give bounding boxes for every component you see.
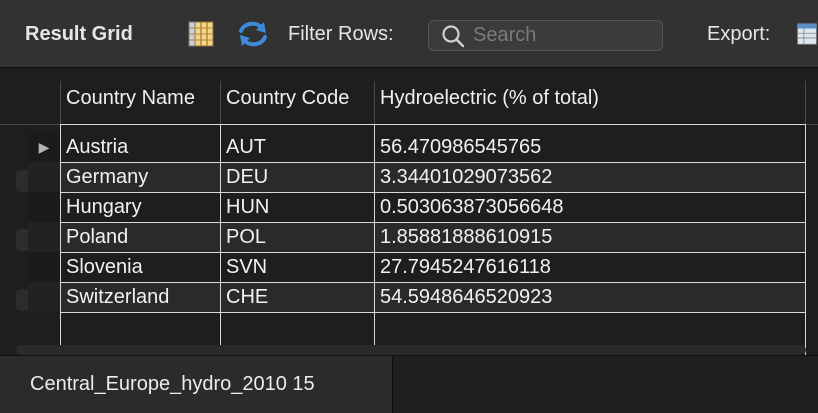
row-selector[interactable]: ▶ bbox=[28, 132, 60, 162]
export-label: Export: bbox=[707, 22, 771, 45]
cell-hydroelectric[interactable]: 27.7945247616118 bbox=[380, 255, 551, 278]
cell-country-code[interactable]: POL bbox=[226, 225, 267, 248]
cell-country-code[interactable]: SVN bbox=[226, 255, 268, 278]
grid-line bbox=[61, 282, 805, 283]
grid-line bbox=[61, 222, 805, 223]
cell-hydroelectric[interactable]: 54.5948646520923 bbox=[380, 285, 553, 308]
cell-hydroelectric[interactable]: 56.470986545765 bbox=[380, 135, 542, 158]
cell-hydroelectric[interactable]: 3.34401029073562 bbox=[380, 165, 553, 188]
table-row[interactable]: Switzerland CHE 54.5948646520923 bbox=[0, 282, 818, 312]
grid-line bbox=[61, 312, 805, 313]
result-grid[interactable]: Country Name Country Code Hydroelectric … bbox=[0, 69, 818, 355]
horizontal-scrollbar[interactable] bbox=[16, 345, 806, 355]
grid-header-row: Country Name Country Code Hydroelectric … bbox=[0, 69, 818, 125]
result-grid-toolbar: Result Grid Filter Rows: Expo bbox=[0, 0, 818, 68]
cell-country-code[interactable]: DEU bbox=[226, 165, 269, 188]
column-divider bbox=[805, 124, 806, 355]
cell-country-name[interactable]: Slovenia bbox=[66, 255, 143, 278]
cell-country-name[interactable]: Germany bbox=[66, 165, 149, 188]
table-row[interactable]: Hungary HUN 0.503063873056648 bbox=[0, 192, 818, 222]
filter-rows-label: Filter Rows: bbox=[288, 22, 394, 45]
refresh-icon[interactable] bbox=[236, 0, 272, 68]
column-divider bbox=[220, 124, 221, 355]
table-row[interactable]: Poland POL 1.85881888610915 bbox=[0, 222, 818, 252]
grid-line bbox=[61, 252, 805, 253]
column-header-hydroelectric[interactable]: Hydroelectric (% of total) bbox=[380, 86, 599, 109]
cell-country-code[interactable]: CHE bbox=[226, 285, 269, 308]
export-table-icon[interactable] bbox=[796, 0, 818, 68]
header-divider bbox=[805, 81, 806, 125]
column-divider bbox=[60, 124, 61, 355]
search-field[interactable] bbox=[428, 20, 663, 51]
row-selector[interactable] bbox=[28, 162, 60, 192]
search-icon bbox=[441, 24, 465, 48]
selected-row-arrow-icon: ▶ bbox=[38, 138, 50, 155]
cell-country-name[interactable]: Hungary bbox=[66, 195, 142, 218]
column-header-country-code[interactable]: Country Code bbox=[226, 86, 350, 109]
table-row[interactable]: Germany DEU 3.34401029073562 bbox=[0, 162, 818, 192]
search-input[interactable] bbox=[473, 24, 653, 47]
cell-hydroelectric[interactable]: 1.85881888610915 bbox=[380, 225, 553, 248]
grid-line bbox=[61, 124, 805, 125]
table-row[interactable]: ▶ Austria AUT 56.470986545765 bbox=[0, 132, 818, 162]
grid-line bbox=[61, 192, 805, 193]
table-row[interactable]: Slovenia SVN 27.7945247616118 bbox=[0, 252, 818, 282]
row-selector[interactable] bbox=[28, 192, 60, 222]
cell-country-code[interactable]: AUT bbox=[226, 135, 266, 158]
cell-hydroelectric[interactable]: 0.503063873056648 bbox=[380, 195, 564, 218]
row-selector[interactable] bbox=[28, 252, 60, 282]
column-header-country-name[interactable]: Country Name bbox=[66, 86, 195, 109]
tab-result-central-europe-hydro[interactable]: Central_Europe_hydro_2010 15 bbox=[0, 356, 393, 413]
grid-layout-icon[interactable] bbox=[188, 0, 214, 68]
cell-country-name[interactable]: Austria bbox=[66, 135, 129, 158]
row-selector[interactable] bbox=[28, 222, 60, 252]
cell-country-code[interactable]: HUN bbox=[226, 195, 270, 218]
header-divider bbox=[374, 81, 375, 125]
header-divider bbox=[220, 81, 221, 125]
grid-line bbox=[61, 162, 805, 163]
header-divider bbox=[60, 81, 61, 125]
row-selector[interactable] bbox=[28, 282, 60, 312]
result-grid-title: Result Grid bbox=[25, 22, 133, 45]
cell-country-name[interactable]: Switzerland bbox=[66, 285, 170, 308]
cell-country-name[interactable]: Poland bbox=[66, 225, 129, 248]
result-tabs-bar: Central_Europe_hydro_2010 15 bbox=[0, 355, 818, 413]
column-divider bbox=[374, 124, 375, 355]
